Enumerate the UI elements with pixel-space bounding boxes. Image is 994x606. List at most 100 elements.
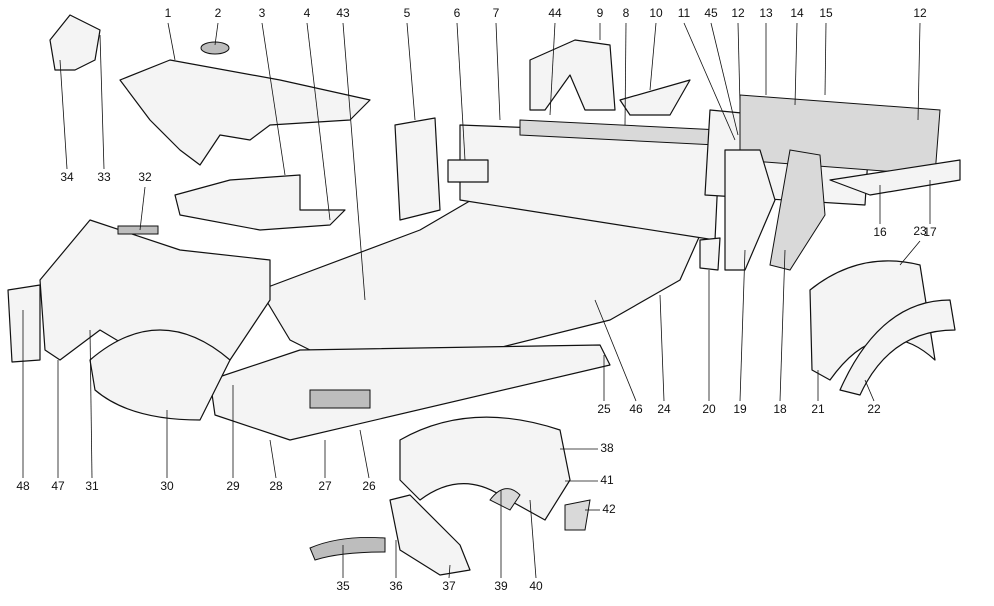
callout-number: 2	[215, 6, 222, 20]
hose	[309, 536, 386, 561]
wheel-arch	[89, 329, 231, 421]
seal-end	[564, 499, 591, 531]
callout-number: 25	[597, 402, 611, 416]
callout-number: 48	[16, 479, 30, 493]
callout-number: 32	[138, 170, 152, 184]
leader-lines	[22, 22, 931, 579]
leader-line	[683, 22, 736, 141]
leader-line	[261, 22, 286, 176]
side-plate	[394, 117, 441, 221]
callout-number: 6	[454, 6, 461, 20]
callout-number: 42	[602, 502, 616, 516]
callout-number: 14	[790, 6, 804, 20]
right-arch	[809, 260, 936, 381]
leader-line	[139, 186, 146, 231]
callout-number: 45	[704, 6, 718, 20]
callout-number: 22	[867, 402, 881, 416]
leader-line	[739, 249, 746, 402]
leader-line	[342, 22, 366, 301]
leader-line	[899, 240, 921, 266]
leader-line	[864, 379, 875, 402]
leader-line	[448, 564, 451, 579]
leader-line	[737, 22, 741, 106]
callout-number: 46	[629, 402, 643, 416]
callout-number: 5	[404, 6, 411, 20]
leader-line	[89, 329, 93, 479]
callout-number: 11	[678, 6, 691, 20]
leader-line	[594, 299, 637, 402]
callout-number: 28	[269, 479, 283, 493]
parts	[7, 14, 961, 576]
strip	[117, 225, 159, 235]
callout-number: 13	[759, 6, 773, 20]
side-bracket	[7, 284, 41, 363]
small-bracket	[699, 237, 721, 271]
rear-pad	[769, 149, 826, 271]
leader-line	[549, 22, 556, 116]
leader-line	[406, 22, 416, 121]
callout-number: 23	[913, 224, 927, 238]
leader-line	[659, 294, 665, 402]
leader-line	[624, 22, 627, 126]
vent	[309, 389, 371, 409]
leader-line	[269, 439, 277, 479]
callout-number: 37	[442, 579, 456, 593]
right-arch-lip	[839, 299, 956, 396]
callout-number: 38	[600, 441, 614, 455]
leader-line	[214, 22, 219, 46]
leader-line	[59, 59, 68, 170]
callout-number: 17	[923, 225, 937, 239]
callout-number: 12	[731, 6, 745, 20]
callout-number: 18	[773, 402, 787, 416]
trim	[619, 79, 691, 116]
shelf	[829, 159, 961, 196]
leader-line	[710, 22, 739, 136]
bracket-panel	[174, 174, 346, 231]
seal-strip	[489, 488, 521, 511]
callout-number: 21	[811, 402, 825, 416]
leader-line	[779, 249, 786, 402]
callout-number: 4	[304, 6, 311, 20]
leader-line	[359, 429, 370, 479]
duct-bracket	[389, 494, 471, 576]
callout-number: 31	[85, 479, 99, 493]
leader-line	[306, 22, 331, 221]
callout-number: 35	[336, 579, 350, 593]
callout-number: 12	[913, 6, 927, 20]
leader-line	[917, 22, 921, 121]
callout-number: 33	[97, 170, 111, 184]
plate	[447, 159, 489, 183]
callout-number: 7	[493, 6, 500, 20]
callout-number: 41	[600, 473, 614, 487]
leader-line	[167, 22, 176, 61]
callout-number: 8	[623, 6, 630, 20]
callout-number: 26	[362, 479, 376, 493]
callout-number: 1	[165, 6, 172, 20]
rear-seal	[724, 149, 776, 271]
cowl-panel	[119, 59, 371, 166]
callout-number: 43	[336, 6, 350, 20]
cap	[200, 41, 230, 55]
callout-number: 30	[160, 479, 174, 493]
callout-number: 15	[819, 6, 833, 20]
callout-number: 9	[597, 6, 604, 20]
callout-number: 44	[548, 6, 562, 20]
bracket	[529, 39, 616, 111]
strap	[49, 14, 101, 71]
callout-number: 47	[51, 479, 65, 493]
callout-number: 19	[733, 402, 747, 416]
leader-line	[456, 22, 466, 161]
callout-number: 20	[702, 402, 716, 416]
callout-number: 10	[649, 6, 663, 20]
callout-number: 40	[529, 579, 543, 593]
callout-number: 3	[259, 6, 266, 20]
callout-number: 16	[873, 225, 887, 239]
callout-number: 39	[494, 579, 508, 593]
leader-line	[794, 22, 798, 106]
leader-line	[495, 22, 501, 121]
inner-arch	[399, 416, 571, 521]
leader-line	[824, 22, 827, 96]
callout-number: 27	[318, 479, 332, 493]
